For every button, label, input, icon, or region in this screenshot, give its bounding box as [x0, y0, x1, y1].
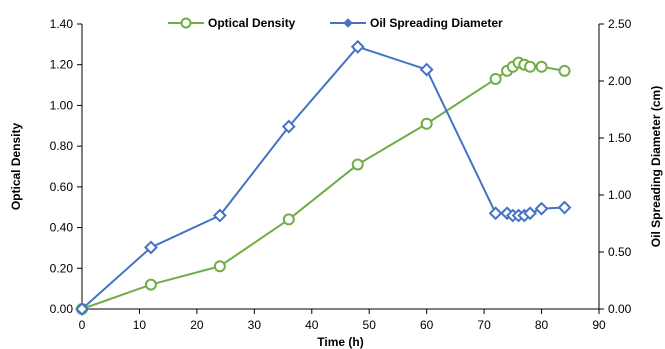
- data-point: [489, 72, 502, 85]
- series-line: [81, 45, 565, 310]
- x-tick-label: 0: [79, 318, 86, 332]
- legend-label: Optical Density: [208, 16, 296, 30]
- y-right-tick-label: 1.00: [608, 188, 632, 202]
- data-point: [212, 208, 227, 223]
- legend-marker: [343, 18, 353, 28]
- axes: 0 10 20 30 40 50 60 70 80 900.000.200.400.600.801…: [50, 17, 632, 332]
- data-point: [75, 302, 89, 316]
- x-tick-label: 50: [363, 318, 377, 332]
- axis-titles: Time (h) Optical Density Oil Spreading D…: [9, 86, 663, 349]
- data-point: [350, 39, 365, 54]
- y-left-tick-label: 0.80: [50, 139, 74, 153]
- legend-marker: [180, 17, 192, 29]
- y-right-tick-label: 2.50: [608, 17, 632, 31]
- series-line: [81, 61, 565, 310]
- y-left-tick-label: 1.40: [50, 17, 74, 31]
- x-tick-label: 20: [190, 318, 204, 332]
- y-right-tick-label: 0.50: [608, 245, 632, 259]
- data-point: [281, 119, 296, 134]
- data-point: [419, 62, 434, 77]
- data-point: [213, 260, 226, 273]
- x-tick-label: 70: [477, 318, 491, 332]
- series-optical-density: [76, 56, 571, 315]
- x-axis-title: Time (h): [317, 335, 363, 349]
- legend-item: Optical Density: [168, 16, 296, 30]
- data-point: [351, 158, 364, 171]
- data-point: [523, 206, 537, 221]
- y-right-tick-label: 0.00: [608, 302, 632, 316]
- data-point: [420, 117, 433, 130]
- x-tick-label: 40: [305, 318, 319, 332]
- data-point: [144, 278, 157, 291]
- x-tick-label: 60: [420, 318, 434, 332]
- data-point: [144, 240, 158, 255]
- y-right-axis-title: Oil Spreading Diameter (cm): [649, 86, 663, 247]
- y-left-tick-label: 1.00: [50, 98, 74, 112]
- y-left-tick-label: 1.20: [50, 58, 74, 72]
- data-point: [558, 64, 571, 77]
- data-point: [488, 206, 503, 221]
- y-left-tick-label: 0.40: [50, 221, 74, 235]
- legend-label: Oil Spreading Diameter: [370, 16, 503, 30]
- data-point: [557, 200, 572, 215]
- x-tick-label: 30: [248, 318, 262, 332]
- y-left-tick-label: 0.60: [50, 180, 74, 194]
- x-tick-label: 80: [535, 318, 549, 332]
- series-layer: [75, 39, 572, 316]
- legend-item: Oil Spreading Diameter: [330, 16, 503, 30]
- x-tick-label: 10: [133, 318, 147, 332]
- y-left-tick-label: 0.20: [50, 261, 74, 275]
- y-right-tick-label: 1.50: [608, 131, 632, 145]
- data-point: [535, 60, 548, 73]
- legend: Optical Density Oil Spreading Diameter: [168, 16, 503, 30]
- x-tick-label: 90: [592, 318, 606, 332]
- y-right-tick-label: 2.00: [608, 74, 632, 88]
- y-left-tick-label: 0.00: [50, 302, 74, 316]
- y-left-axis-title: Optical Density: [9, 122, 23, 210]
- series-oil-spreading-diameter: [75, 39, 572, 316]
- data-point: [282, 213, 295, 226]
- data-point: [534, 201, 549, 216]
- data-point: [524, 60, 537, 73]
